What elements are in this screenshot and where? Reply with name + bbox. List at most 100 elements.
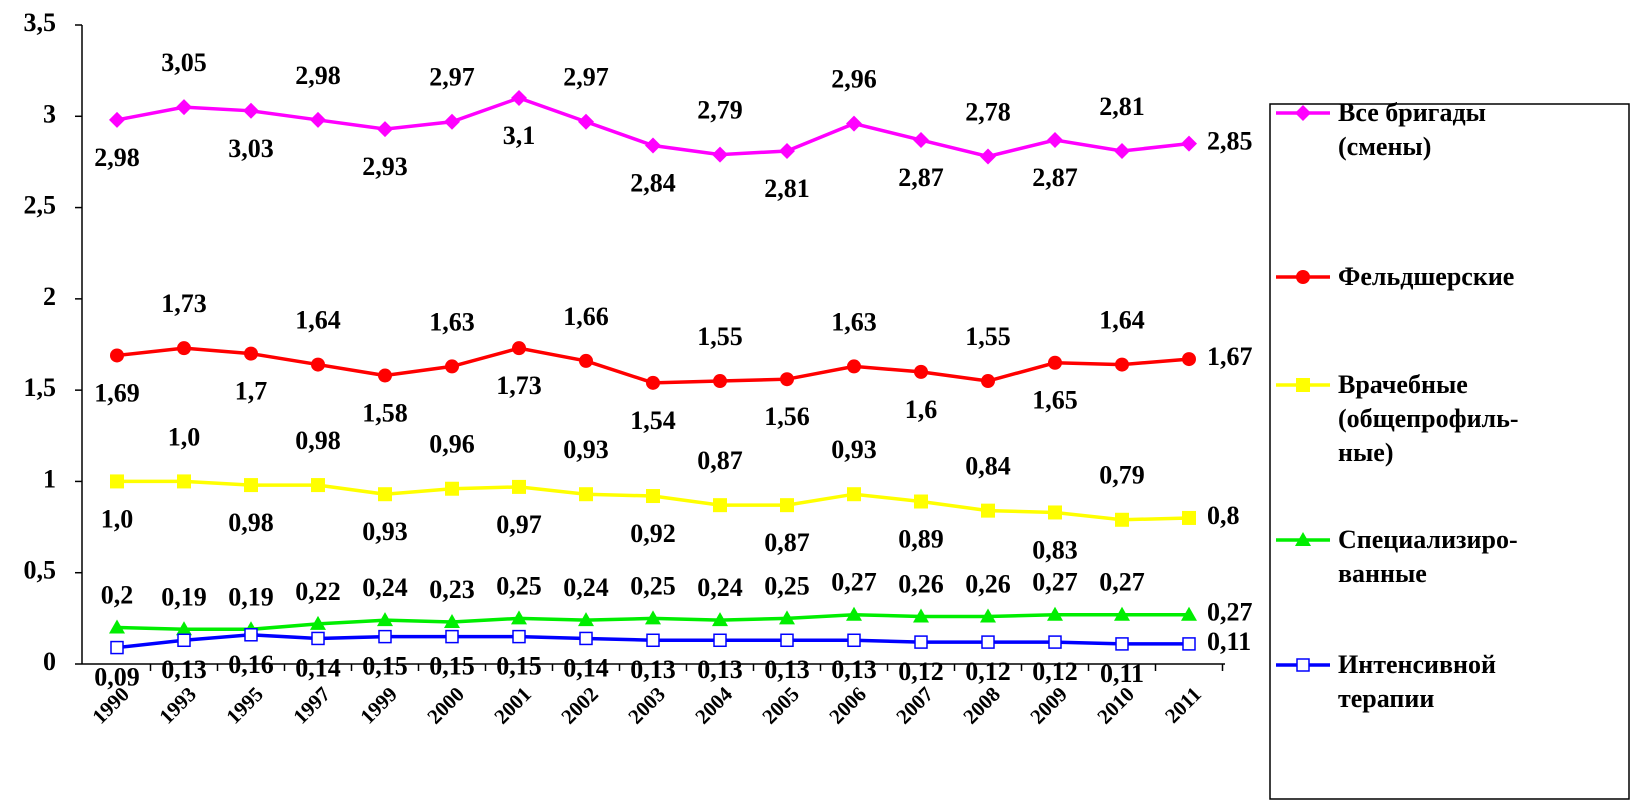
data-point (1182, 510, 1196, 525)
data-point (579, 353, 593, 368)
data-point (109, 111, 125, 128)
data-label: 2,96 (831, 65, 877, 94)
data-label: 2,98 (295, 61, 341, 90)
x-tick-label: 2006 (824, 682, 871, 729)
data-label: 0,16 (228, 650, 274, 679)
data-label: 0,14 (563, 653, 609, 682)
x-tick-label: 2003 (623, 682, 670, 729)
data-point (512, 629, 526, 644)
data-point (377, 121, 393, 138)
x-tick-label: 2008 (958, 682, 1005, 729)
data-point (177, 341, 191, 356)
data-point (1182, 352, 1196, 367)
legend-marker (1296, 658, 1310, 672)
data-label: 0,12 (898, 657, 944, 686)
data-point (444, 614, 460, 629)
y-tick-label: 0,5 (24, 556, 57, 585)
data-label: 2,85 (1207, 127, 1253, 156)
data-label: 0,26 (965, 570, 1011, 599)
data-label: 1,7 (235, 377, 268, 406)
data-point (311, 478, 325, 493)
x-tick-label: 1993 (154, 682, 201, 729)
data-point (847, 487, 861, 502)
data-point (444, 113, 460, 130)
x-tick-label: 2002 (556, 682, 603, 729)
data-point (1115, 357, 1129, 372)
data-point (1115, 637, 1129, 651)
data-label: 0,09 (94, 663, 140, 692)
x-tick-label: 2010 (1092, 682, 1139, 729)
data-label: 0,89 (898, 524, 944, 553)
data-label: 0,24 (563, 573, 609, 602)
y-tick-label: 2,5 (24, 191, 57, 220)
data-point (445, 359, 459, 374)
data-point (645, 610, 661, 625)
x-tick-label: 2009 (1025, 682, 1072, 729)
data-label: 0,27 (1099, 568, 1145, 597)
data-point (110, 640, 124, 655)
data-point (378, 629, 392, 644)
data-point (1181, 135, 1197, 152)
x-tick-label: 1995 (221, 682, 268, 729)
data-label: 1,65 (1032, 386, 1078, 415)
data-point (244, 628, 258, 642)
data-label: 1,0 (101, 504, 134, 533)
data-point (109, 619, 125, 634)
data-label: 1,66 (563, 302, 609, 331)
x-tick-label: 2001 (489, 682, 536, 729)
data-point (511, 610, 527, 625)
data-label: 0,12 (965, 657, 1011, 686)
x-tick-label: 2007 (891, 682, 938, 729)
y-tick-label: 3 (43, 99, 56, 128)
data-label: 0,92 (630, 519, 676, 548)
data-label: 0,11 (1207, 627, 1251, 656)
legend-label: Фельдшерские (1338, 262, 1515, 291)
data-label: 0,14 (295, 653, 341, 682)
data-label: 0,24 (697, 573, 743, 602)
data-point (378, 368, 392, 383)
data-label: 0,97 (496, 510, 542, 539)
data-label: 2,84 (630, 168, 676, 197)
data-point (1181, 606, 1197, 621)
x-tick-label: 2004 (690, 682, 737, 729)
data-point (1048, 635, 1062, 649)
data-label: 0,12 (1032, 657, 1078, 686)
data-label: 0,93 (563, 435, 609, 464)
legend-marker (1296, 270, 1310, 284)
data-label: 0,8 (1207, 501, 1240, 530)
data-label: 0,25 (630, 571, 676, 600)
data-label: 3,03 (228, 134, 274, 163)
data-point (1047, 606, 1063, 621)
data-point (177, 474, 191, 489)
data-label: 0,15 (496, 652, 542, 681)
data-point (311, 357, 325, 372)
data-label: 2,97 (429, 63, 475, 92)
data-point (511, 90, 527, 107)
x-tick-label: 1997 (288, 682, 335, 729)
y-tick-label: 2 (43, 282, 56, 311)
data-label: 0,11 (1100, 659, 1144, 688)
data-point (176, 99, 192, 116)
data-label: 0,25 (496, 571, 542, 600)
data-point (846, 115, 862, 132)
y-tick-label: 1 (43, 464, 56, 493)
data-point (712, 146, 728, 163)
data-point (310, 615, 326, 630)
data-point (177, 633, 191, 648)
data-label: 0,19 (161, 582, 207, 611)
data-label: 2,93 (362, 152, 408, 181)
y-tick-label: 1,5 (24, 373, 57, 402)
data-label: 0,96 (429, 430, 475, 459)
x-tick-label: 2011 (1160, 682, 1206, 728)
data-point (445, 481, 459, 496)
legend-label: Интенсивной терапии (1338, 650, 1497, 713)
legend-box (1269, 103, 1630, 800)
data-label: 0,93 (831, 435, 877, 464)
data-point (713, 374, 727, 389)
data-point (847, 633, 861, 648)
data-label: 3,1 (503, 121, 536, 150)
data-label: 0,98 (295, 426, 341, 455)
data-label: 1,63 (831, 307, 877, 336)
data-point (310, 111, 326, 128)
data-label: 1,55 (697, 322, 743, 351)
